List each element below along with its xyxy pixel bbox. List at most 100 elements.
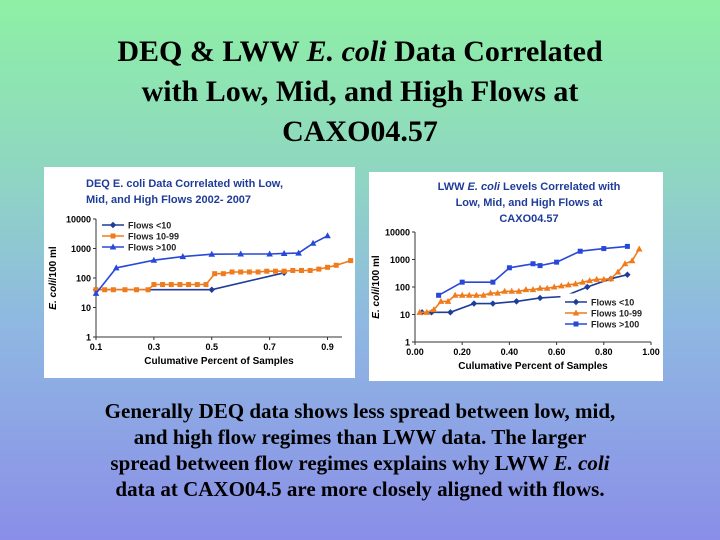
lww-series-2-point xyxy=(530,261,536,267)
lww-chart-panel: LWW E. coli Levels Correlated with Low, M… xyxy=(369,172,663,381)
lww-series-0-point xyxy=(470,300,478,307)
caption-text-italic: E. coli xyxy=(553,451,610,475)
deq-series-1-point xyxy=(298,267,304,273)
deq-y-tick-label: 1 xyxy=(86,333,91,343)
lww-series-2-point xyxy=(577,248,583,254)
slide-title: DEQ & LWW E. coli Data Correlated with L… xyxy=(20,32,700,152)
lww-series-1-point xyxy=(579,278,586,285)
lww-title-post: Levels Correlated with xyxy=(500,181,621,193)
deq-series-1-point xyxy=(307,267,313,273)
lww-x-axis-label: Culumative Percent of Samples xyxy=(458,361,608,372)
lww-legend-label: Flows 10-99 xyxy=(591,309,642,319)
lww-series-1-point xyxy=(529,286,537,293)
lww-series-1-point xyxy=(444,297,452,304)
deq-series-1-point xyxy=(177,282,183,288)
deq-series-1-point xyxy=(272,268,278,274)
deq-series-1-point xyxy=(134,287,140,293)
lww-series-1-point xyxy=(501,287,508,294)
lww-series-2-line xyxy=(438,245,628,296)
deq-series-2-point xyxy=(280,249,288,256)
lww-series-1-point xyxy=(635,245,643,252)
deq-y-axis-label-rest: /100 ml xyxy=(48,246,59,280)
lww-series-1-point xyxy=(586,277,593,284)
lww-legend-marker xyxy=(573,321,579,327)
deq-series-2-point xyxy=(179,253,187,260)
lww-series-1-point xyxy=(423,308,431,315)
lww-series-1-point xyxy=(508,287,516,294)
caption-line3: spread between flow regimes explains why… xyxy=(30,450,690,476)
deq-series-1-point xyxy=(151,282,157,288)
deq-legend-marker xyxy=(109,221,117,229)
deq-series-1-point xyxy=(168,282,174,288)
lww-chart-title-line1: LWW E. coli Levels Correlated with xyxy=(438,181,621,193)
lww-series-1-point xyxy=(565,281,572,288)
deq-series-1-point xyxy=(160,282,166,288)
lww-series-1-point xyxy=(614,268,622,275)
lww-series-1-point xyxy=(621,260,629,267)
lww-x-tick-label: 0.20 xyxy=(453,347,471,357)
deq-y-axis-label: E. coli/100 ml xyxy=(48,246,59,310)
deq-series-1-point xyxy=(316,266,322,272)
deq-x-tick-label: 0.3 xyxy=(148,342,161,352)
deq-series-2-point xyxy=(150,256,158,263)
deq-series-1-point xyxy=(203,282,209,288)
deq-x-axis-label: Culumative Percent of Samples xyxy=(144,356,294,367)
deq-series-2-point xyxy=(112,264,120,271)
lww-series-0-point xyxy=(447,309,454,316)
deq-chart-title-line1: DEQ E. coli Data Correlated with Low, xyxy=(86,178,283,190)
deq-x-tick-label: 0.1 xyxy=(90,342,103,352)
slide-caption: Generally DEQ data shows less spread bet… xyxy=(30,398,690,502)
deq-series-1-point xyxy=(229,269,235,275)
deq-series-1-point xyxy=(238,269,244,275)
caption-line2: and high flow regimes than LWW data. The… xyxy=(133,425,587,449)
slide-title-line3: CAXO04.57 xyxy=(282,115,438,148)
deq-series-2-point xyxy=(295,249,302,256)
slide-title-line2: with Low, Mid, and High Flows at xyxy=(141,75,579,108)
lww-series-1-point xyxy=(487,289,494,296)
lww-series-1-point xyxy=(465,291,473,298)
lww-x-tick-label: 0.80 xyxy=(595,347,613,357)
slide-title-line1: DEQ & LWW E. coli Data Correlated xyxy=(20,32,700,72)
deq-series-2-point xyxy=(266,250,273,257)
deq-series-2-point xyxy=(324,232,331,239)
caption-text-pre: spread between flow regimes explains why… xyxy=(110,451,554,475)
lww-chart-title-line2: Low, Mid, and High Flows at xyxy=(456,197,603,209)
lww-series-0-point xyxy=(536,294,544,302)
deq-chart: DEQ E. coli Data Correlated with Low, Mid… xyxy=(48,178,354,367)
lww-series-2-point xyxy=(601,246,607,252)
lww-series-0-point xyxy=(624,271,631,278)
lww-series-1-point xyxy=(536,284,544,291)
title-text-post: Data Correlated xyxy=(386,35,603,68)
lww-series-0-point xyxy=(513,298,520,305)
lww-y-tick-label: 10000 xyxy=(385,228,410,238)
lww-y-tick-label: 1 xyxy=(405,338,410,348)
lww-y-axis-label: E. coli/100 ml xyxy=(371,255,382,319)
lww-series-1-point xyxy=(600,275,608,282)
lww-legend-marker xyxy=(572,309,580,316)
deq-y-axis-label-italic: E. coli xyxy=(48,280,59,310)
deq-series-0-line xyxy=(96,272,285,291)
deq-legend-label: Flows <10 xyxy=(128,221,171,231)
deq-legend-label: Flows >100 xyxy=(128,243,176,253)
deq-series-1-point xyxy=(255,269,261,275)
lww-series-1-point xyxy=(550,283,558,290)
deq-series-2-point xyxy=(208,250,216,257)
lww-series-2-point xyxy=(490,279,496,285)
lww-series-0-point xyxy=(584,283,591,291)
lww-series-2-point xyxy=(436,292,442,298)
lww-y-axis-label-rest: /100 ml xyxy=(371,255,382,289)
lww-series-1-point xyxy=(480,291,487,298)
lww-x-tick-label: 1.00 xyxy=(642,347,660,357)
lww-series-1-point xyxy=(515,287,523,294)
deq-chart-panel: DEQ E. coli Data Correlated with Low, Mid… xyxy=(44,167,355,378)
lww-chart-title-line3: CAXO04.57 xyxy=(499,213,558,225)
lww-series-1-point xyxy=(628,257,636,264)
deq-y-tick-label: 1000 xyxy=(71,244,91,254)
lww-chart: LWW E. coli Levels Correlated with Low, M… xyxy=(371,181,660,372)
lww-series-1-point xyxy=(451,291,459,298)
lww-legend-label: Flows >100 xyxy=(591,320,639,330)
title-text-italic: E. coli xyxy=(306,35,387,68)
lww-series-1-point xyxy=(593,275,601,282)
deq-series-1-point xyxy=(325,264,331,270)
lww-series-2-point xyxy=(537,263,543,269)
